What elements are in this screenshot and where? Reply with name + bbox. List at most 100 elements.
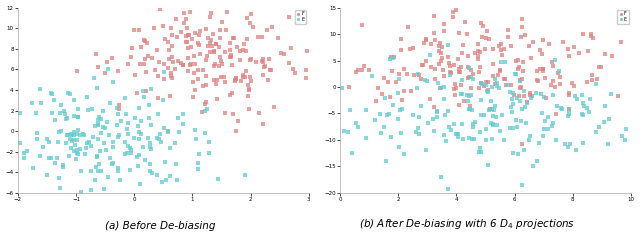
Point [478,24,488,28]
Point [515,100,525,103]
Point [211,42,221,46]
Point [170,163,180,166]
Point [554,83,564,86]
Point [536,111,547,115]
Point [476,98,486,102]
Point [511,125,522,128]
Point [101,148,111,152]
Point [394,145,404,148]
Point [258,73,268,76]
Point [474,150,484,154]
Point [65,137,75,141]
Point [516,119,526,123]
Point [36,101,46,105]
Point [534,141,544,145]
Point [153,74,163,78]
Point [173,116,183,120]
Point [465,105,475,108]
Point [574,51,584,55]
Point [216,75,226,79]
Point [160,37,170,40]
Point [133,164,143,168]
Point [451,86,461,90]
Point [449,63,459,67]
Point [220,112,230,115]
Point [86,188,97,192]
Point [107,162,117,166]
Point [146,147,156,150]
Point [552,138,562,142]
Point [433,62,444,66]
Point [480,47,490,51]
Point [193,41,203,45]
Point [361,108,371,112]
Point [253,35,264,39]
Point [69,133,79,137]
Point [69,98,79,101]
Point [149,26,159,30]
Point [44,140,54,144]
Point [396,48,406,51]
Point [458,99,468,102]
Point [191,137,201,141]
Point [504,90,515,94]
Point [462,93,472,97]
Point [113,166,123,170]
Point [538,67,548,71]
Point [479,84,490,87]
Point [65,92,75,96]
Point [204,151,214,155]
Point [444,61,454,65]
Point [163,40,173,44]
Point [496,60,506,63]
Point [587,78,597,81]
Point [385,95,396,99]
Point [438,30,449,33]
Point [397,98,407,102]
Point [442,43,452,47]
Point [200,131,210,135]
Point [463,76,473,80]
Point [68,131,79,134]
Point [476,81,486,85]
Point [197,110,207,114]
Point [96,117,106,121]
Point [444,109,454,113]
Point [525,91,535,95]
Point [165,74,175,78]
Point [468,122,478,126]
Point [187,37,197,41]
Point [503,83,513,87]
Point [394,72,404,76]
Point [547,83,557,87]
Point [524,44,534,48]
Point [145,141,156,144]
Point [105,156,115,160]
Point [123,132,133,136]
Point [486,121,496,125]
Point [532,69,542,73]
Point [72,152,83,156]
Point [487,107,497,111]
Point [215,28,225,32]
Point [93,123,103,127]
Point [563,54,573,58]
Point [548,93,558,97]
Point [406,89,416,93]
Point [476,82,486,85]
Point [476,21,486,25]
Point [141,89,152,93]
Point [91,52,101,56]
Point [203,44,213,48]
Point [264,57,274,61]
Point [438,85,449,88]
Point [122,127,132,131]
Point [540,76,550,80]
Point [84,140,95,144]
Point [454,103,464,107]
Point [586,32,596,36]
Point [501,83,511,87]
Point [96,131,106,135]
Point [278,53,289,56]
Point [183,46,193,50]
